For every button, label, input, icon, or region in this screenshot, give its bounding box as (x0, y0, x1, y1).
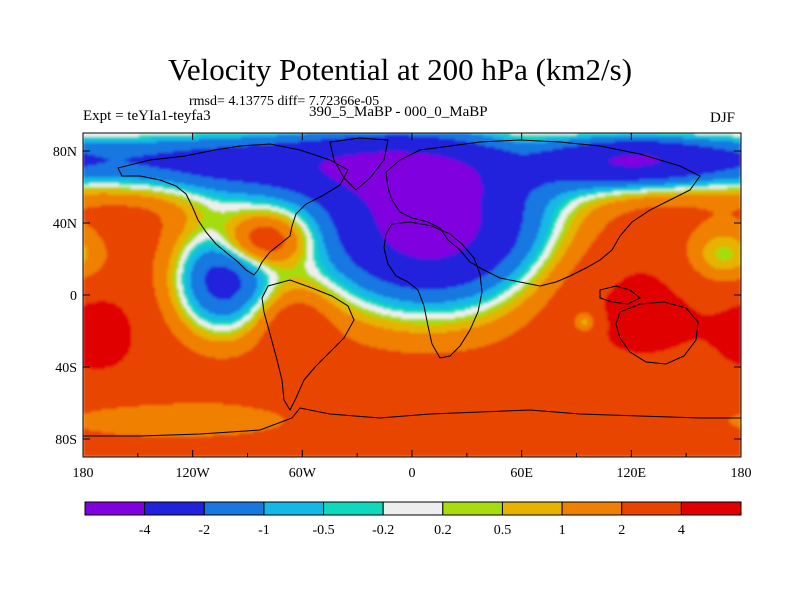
experiment-label: Expt = teYIa1-teyfa3 (83, 108, 211, 124)
colorbar-box (144, 501, 205, 516)
colorbar-labels: -4 -2 -1 -0.5 -0.2 0.2 0.5 1 2 4 (139, 523, 685, 538)
colorbar-label: 0.5 (494, 523, 512, 538)
y-tick-label: 80N (53, 145, 77, 160)
coast-australia (615, 301, 699, 365)
coast-south-america (261, 279, 355, 412)
colorbar-label: -2 (198, 523, 210, 538)
colorbar-label: 2 (618, 523, 625, 538)
y-tick-label: 80S (55, 433, 77, 448)
colorbar-box (382, 501, 444, 516)
colorbar-label: -4 (139, 523, 151, 538)
stats-label: rmsd= 4.13775 diff= 7.72366e-05 (189, 94, 380, 109)
coast-north-america (117, 143, 349, 276)
chart-title: Velocity Potential at 200 hPa (km2/s) (167, 52, 633, 87)
x-tick-label: 60E (510, 466, 533, 481)
colorbar-label: 1 (559, 523, 566, 538)
coast-greenland (329, 137, 389, 191)
coastlines (83, 137, 741, 437)
x-tick-label: 0 (409, 466, 416, 481)
colorbar-box (84, 501, 146, 516)
coast-africa (383, 221, 483, 359)
colorbar-label: -0.5 (312, 523, 334, 538)
y-tick-label: 40S (55, 361, 77, 376)
colorbar-label: 0.2 (434, 523, 452, 538)
colorbar-box (561, 501, 623, 516)
colorbar-box (263, 501, 325, 516)
colorbar-boxes (84, 501, 742, 516)
colorbar-label: 4 (678, 523, 685, 538)
coast-eurasia (385, 139, 701, 287)
x-tick-label: 180 (731, 466, 752, 481)
axes: 180 120W 60W 0 60E 120E 180 80N 40N 0 40S 80S (53, 133, 752, 481)
colorbar-box (323, 501, 384, 516)
x-tick-label: 60W (289, 466, 317, 481)
velocity-potential-field (83, 133, 741, 457)
y-tick-label: 40N (53, 217, 77, 232)
colorbar-box (442, 501, 503, 516)
colorbar-box (680, 501, 742, 516)
coast-indonesia (599, 285, 641, 305)
period-label: 390_5_MaBP - 000_0_MaBP (309, 104, 488, 120)
x-tick-label: 120W (176, 466, 211, 481)
colorbar-box (501, 501, 563, 516)
colorbar-label: -1 (258, 523, 270, 538)
x-tick-label: 180 (73, 466, 94, 481)
coast-antarctica (83, 407, 741, 437)
x-tick-label: 120E (617, 466, 647, 481)
colorbar-box (203, 501, 265, 516)
colorbar-label: -0.2 (372, 523, 394, 538)
season-label: DJF (710, 110, 736, 126)
y-tick-label: 0 (70, 289, 77, 304)
colorbar-box (621, 501, 682, 516)
